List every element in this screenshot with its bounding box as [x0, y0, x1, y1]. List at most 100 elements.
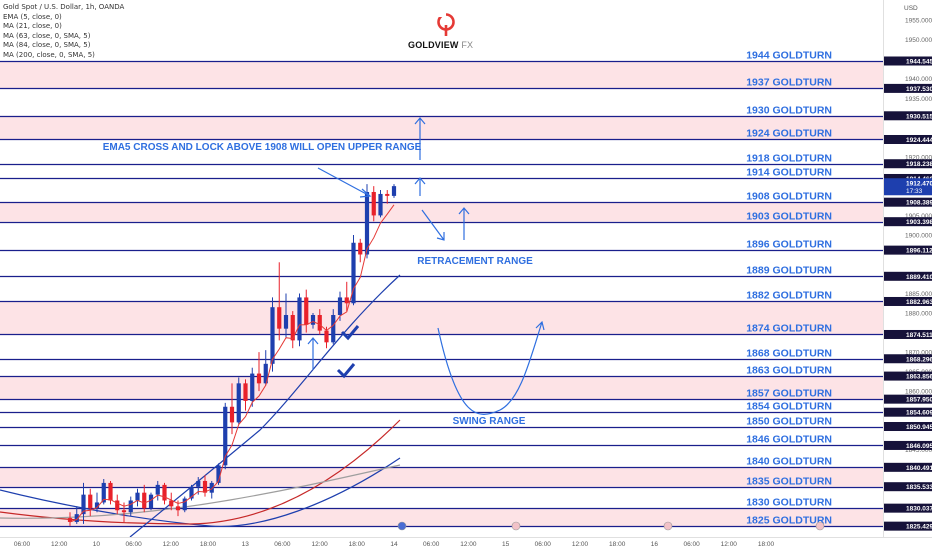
x-tick-label: 12:00 — [163, 541, 180, 548]
level-price-tag — [884, 159, 932, 169]
swing-curve-arrow — [437, 320, 545, 415]
level-price-tag-text: 1830.037 — [906, 506, 932, 513]
level-price-tag-text: 1918.238 — [906, 161, 932, 168]
level-price-tag — [884, 217, 932, 227]
annotation-retracement-range: RETRACEMENT RANGE — [417, 256, 533, 267]
level-price-tag — [884, 329, 932, 339]
y-tick-label: 1935.000 — [905, 96, 932, 103]
x-tick-label: 14 — [390, 541, 398, 548]
candle-body — [290, 315, 295, 341]
level-price-tag-text: 1846.095 — [906, 443, 932, 450]
level-price-tag-text: 1874.511 — [906, 332, 932, 339]
arrow-up-icon — [414, 117, 426, 160]
candle-body — [94, 502, 100, 509]
candle-body — [128, 500, 133, 513]
candle-body — [229, 406, 235, 423]
resistance-band — [0, 61, 883, 89]
check-icon — [340, 325, 360, 341]
event-flag-icon — [663, 521, 673, 531]
candle-body — [263, 363, 268, 384]
x-tick-label: 12:00 — [572, 541, 589, 548]
resistance-band — [0, 376, 883, 400]
level-label: 1896 GOLDTURN — [746, 239, 832, 251]
x-tick-label: 06:00 — [683, 541, 700, 548]
level-price-tag-text: 1889.410 — [906, 274, 932, 281]
candle-body — [162, 484, 167, 501]
level-price-tag — [884, 394, 932, 404]
time-axis-background — [0, 537, 883, 550]
candle-body — [202, 480, 208, 493]
level-price-tag — [884, 440, 932, 450]
event-flag-icon — [815, 521, 825, 531]
candle-body — [250, 373, 255, 401]
level-label: 1937 GOLDTURN — [746, 77, 832, 89]
legend-ma200[interactable]: MA (200, close, 0, SMA, 5) — [3, 50, 95, 59]
ma21-line — [129, 274, 401, 538]
level-price-tag — [884, 245, 932, 255]
level-label: 1918 GOLDTURN — [746, 153, 832, 165]
x-tick-label: 16 — [651, 541, 659, 548]
level-price-tag-text: 1863.856 — [906, 374, 932, 381]
candle-body — [121, 510, 127, 513]
level-price-tag — [884, 503, 932, 513]
level-price-tag-text: 1937.530 — [906, 86, 932, 93]
legend-ma21[interactable]: MA (21, close, 0) — [3, 22, 62, 31]
candle-body — [364, 191, 370, 255]
indicator-legend: Gold Spot / U.S. Dollar, 1h, OANDA EMA (… — [3, 3, 124, 61]
candle-body — [283, 315, 289, 329]
legend-ema5[interactable]: EMA (5, close, 0) — [3, 12, 62, 21]
y-tick-label: 1955.000 — [905, 18, 932, 25]
current-price-tag — [884, 178, 932, 196]
candle-body — [115, 500, 120, 511]
level-label: 1874 GOLDTURN — [746, 323, 832, 335]
candle-body — [189, 486, 194, 499]
axis-currency-label: USD — [904, 5, 918, 12]
goldview-logo-icon — [436, 11, 455, 36]
candle-body — [108, 482, 113, 501]
level-price-tag — [884, 521, 932, 531]
level-price-tag-text: 1944.545 — [906, 59, 932, 66]
current-price-value: 1912.470 — [906, 180, 932, 187]
level-label: 1850 GOLDTURN — [746, 416, 832, 428]
brand-logo-text: GOLDVIEW FX — [408, 40, 473, 50]
x-tick-label: 06:00 — [14, 541, 31, 548]
candle-body — [148, 494, 154, 509]
event-flag-icon — [511, 521, 521, 531]
x-tick-label: 13 — [242, 541, 250, 548]
level-price-tag — [884, 371, 932, 381]
level-price-tag — [884, 83, 932, 93]
x-tick-label: 06:00 — [535, 541, 552, 548]
level-label: 1889 GOLDTURN — [746, 265, 832, 277]
legend-ma63[interactable]: MA (63, close, 0, SMA, 5) — [3, 31, 91, 40]
level-price-tag — [884, 134, 932, 144]
legend-ma84[interactable]: MA (84, close, 0, SMA, 5) — [3, 41, 91, 50]
x-tick-label: 12:00 — [311, 541, 328, 548]
x-tick-label: 12:00 — [51, 541, 68, 548]
candle-body — [337, 297, 343, 316]
level-label: 1863 GOLDTURN — [746, 365, 832, 377]
ma63-line — [0, 419, 401, 525]
x-tick-label: 18:00 — [609, 541, 626, 548]
y-tick-label: 1900.000 — [905, 232, 932, 239]
level-price-tag — [884, 56, 932, 66]
candle-body — [324, 330, 329, 343]
candle-body — [182, 498, 187, 511]
level-price-tag-text: 1857.950 — [906, 397, 932, 404]
arrow-pointer-icon — [317, 167, 372, 198]
level-label: 1882 GOLDTURN — [746, 290, 832, 302]
ma200-line — [0, 457, 401, 528]
y-tick-label: 1880.000 — [905, 311, 932, 318]
candle-body — [74, 514, 79, 522]
annotation-swing-range: SWING RANGE — [453, 416, 526, 427]
level-price-tag-text: 1908.389 — [906, 200, 932, 207]
y-tick-label: 1905.000 — [905, 213, 932, 220]
candle-body — [344, 297, 349, 304]
candle-body — [331, 315, 336, 343]
level-label: 1835 GOLDTURN — [746, 476, 832, 488]
level-price-tag — [884, 354, 932, 364]
brand-suffix: FX — [461, 40, 474, 50]
level-label: 1914 GOLDTURN — [746, 167, 832, 179]
ema5-line — [69, 204, 395, 523]
candle-body — [256, 373, 262, 384]
